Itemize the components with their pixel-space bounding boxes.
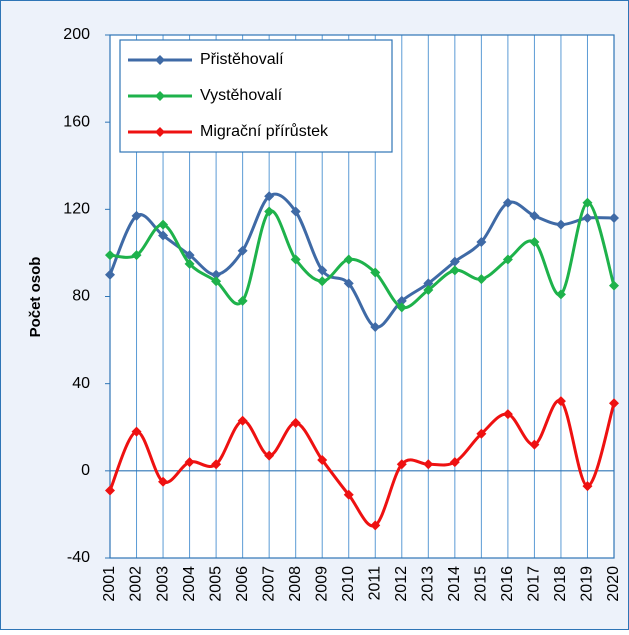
y-tick-label: -40 — [67, 549, 90, 566]
x-tick-label: 2005 — [207, 566, 224, 602]
data-point — [290, 206, 301, 217]
y-tick-label: 80 — [72, 288, 90, 305]
x-tick-label: 2012 — [393, 566, 410, 602]
data-point — [449, 457, 460, 468]
data-point — [449, 265, 460, 276]
x-tick-label: 2016 — [499, 566, 516, 602]
data-point — [184, 250, 195, 261]
x-tick-label: 2014 — [446, 566, 463, 602]
x-tick-label: 2017 — [526, 566, 543, 602]
data-point — [582, 197, 593, 208]
data-point — [264, 191, 275, 202]
data-point — [609, 398, 619, 409]
data-point — [370, 267, 381, 278]
plot-border — [109, 34, 615, 559]
data-point — [211, 276, 222, 287]
data-point — [343, 489, 354, 500]
x-tick-label: 2010 — [340, 566, 357, 602]
data-point — [370, 520, 381, 531]
x-tick-label: 2015 — [473, 566, 490, 602]
data-point — [476, 237, 487, 248]
data-point — [529, 439, 540, 450]
data-point — [502, 254, 513, 265]
data-point — [158, 476, 169, 487]
y-tick-label: 40 — [72, 375, 90, 392]
y-tick-label: 0 — [81, 462, 90, 479]
data-point — [105, 250, 115, 261]
data-point — [502, 197, 513, 208]
data-point — [370, 322, 381, 333]
x-tick-label: 2019 — [579, 566, 596, 602]
x-tick-label: 2008 — [287, 566, 304, 602]
legend-marker — [155, 91, 165, 101]
x-tick-label: 2007 — [260, 566, 277, 602]
data-point — [211, 269, 222, 280]
data-point — [237, 295, 248, 306]
data-point — [237, 415, 248, 426]
data-point — [555, 219, 566, 230]
data-point — [476, 274, 487, 285]
x-tick-label: 2001 — [101, 566, 118, 602]
data-point — [609, 280, 619, 291]
data-point — [502, 409, 513, 420]
data-point — [131, 210, 142, 221]
data-point — [476, 428, 487, 439]
data-point — [396, 302, 407, 313]
data-point — [317, 276, 328, 287]
data-point — [290, 417, 301, 428]
x-tick-label: 2013 — [420, 566, 437, 602]
data-point — [105, 269, 115, 280]
data-point — [158, 219, 169, 230]
data-point — [158, 230, 169, 241]
data-point — [423, 284, 434, 295]
data-point — [290, 254, 301, 265]
data-point — [449, 256, 460, 267]
x-tick-label: 2004 — [181, 566, 198, 602]
legend-label: Přistěhovalí — [200, 51, 284, 68]
data-point — [264, 206, 275, 217]
data-point — [131, 250, 142, 261]
data-point — [555, 396, 566, 407]
x-tick-label: 2006 — [234, 566, 251, 602]
data-point — [343, 254, 354, 265]
x-tick-label: 2009 — [313, 566, 330, 602]
data-point — [609, 213, 619, 224]
x-tick-label: 2011 — [366, 566, 383, 601]
data-point — [555, 289, 566, 300]
data-point — [317, 265, 328, 276]
x-tick-label: 2018 — [552, 566, 569, 602]
data-point — [582, 213, 593, 224]
data-point — [396, 295, 407, 306]
legend-marker — [155, 55, 165, 65]
data-point — [131, 426, 142, 437]
x-tick-label: 2003 — [154, 566, 171, 602]
y-tick-label: 120 — [63, 201, 90, 218]
data-point — [211, 459, 222, 470]
y-tick-label: 200 — [63, 26, 90, 43]
data-point — [529, 237, 540, 248]
series-line — [109, 201, 616, 310]
data-point — [423, 278, 434, 289]
y-axis-label: Počet osob — [27, 257, 44, 338]
data-point — [184, 457, 195, 468]
y-tick-label: 160 — [63, 113, 90, 130]
legend-label: Migrační přírůstek — [200, 122, 329, 140]
data-point — [264, 450, 275, 461]
legend-label: Vystěhovalí — [200, 87, 283, 104]
x-tick-label: 2002 — [128, 566, 145, 602]
data-point — [343, 278, 354, 289]
data-point — [184, 258, 195, 269]
data-point — [105, 485, 115, 496]
data-point — [423, 459, 434, 470]
data-point — [237, 245, 248, 256]
legend-marker — [155, 127, 165, 137]
data-point — [396, 459, 407, 470]
data-point — [317, 454, 328, 465]
data-point — [529, 210, 540, 221]
x-tick-label: 2020 — [605, 566, 622, 602]
data-point — [582, 481, 593, 492]
